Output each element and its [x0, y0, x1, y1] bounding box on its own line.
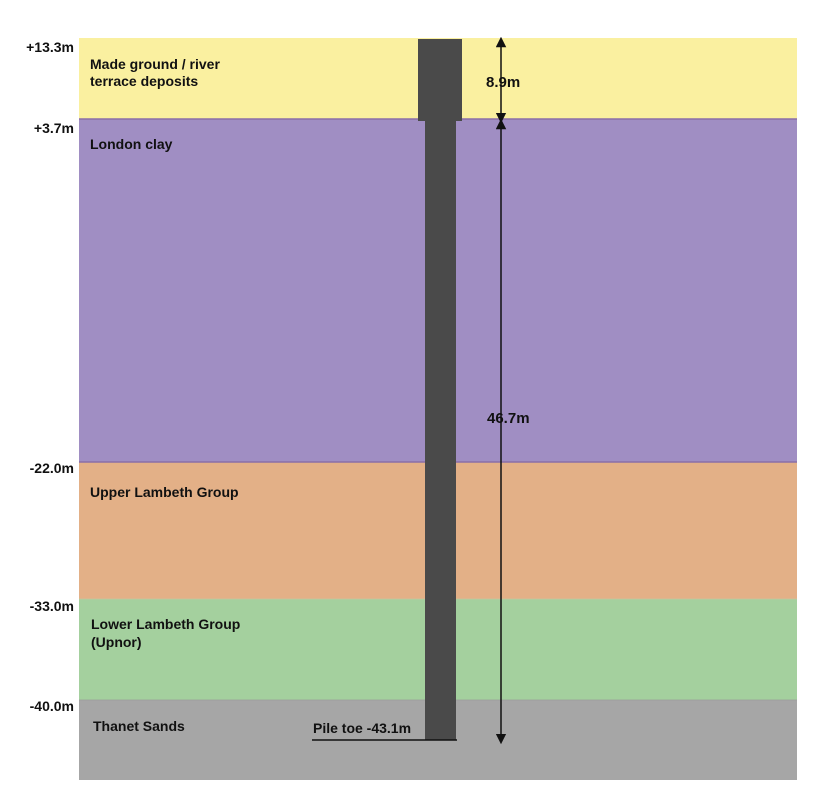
pile-toe-label: Pile toe -43.1m — [313, 720, 411, 736]
elevation-labels: +13.3m +3.7m -22.0m -33.0m -40.0m — [26, 39, 74, 714]
lower-dimension-label: 46.7m — [487, 410, 530, 427]
pile-shaft — [425, 119, 456, 740]
layer-label-lower-lambeth: Lower Lambeth Group — [91, 616, 240, 632]
layer-label-upper-lambeth: Upper Lambeth Group — [90, 484, 239, 500]
upper-dimension-label: 8.9m — [486, 74, 520, 91]
layer-label-thanet-sands: Thanet Sands — [93, 718, 185, 734]
pile-cap — [418, 39, 462, 121]
dimension-labels: 8.9m 46.7m — [486, 74, 530, 427]
pile — [312, 39, 462, 741]
elevation-label: -40.0m — [30, 698, 74, 714]
layer-label-made-ground: terrace deposits — [90, 73, 198, 89]
layer-labels: Made ground / river terrace deposits Lon… — [90, 56, 240, 734]
elevation-label: -33.0m — [30, 598, 74, 614]
elevation-label: -22.0m — [30, 460, 74, 476]
layer-label-london-clay: London clay — [90, 136, 173, 152]
layer-label-lower-lambeth: (Upnor) — [91, 634, 142, 650]
elevation-label: +3.7m — [34, 120, 74, 136]
layer-label-made-ground: Made ground / river — [90, 56, 220, 72]
elevation-label: +13.3m — [26, 39, 74, 55]
